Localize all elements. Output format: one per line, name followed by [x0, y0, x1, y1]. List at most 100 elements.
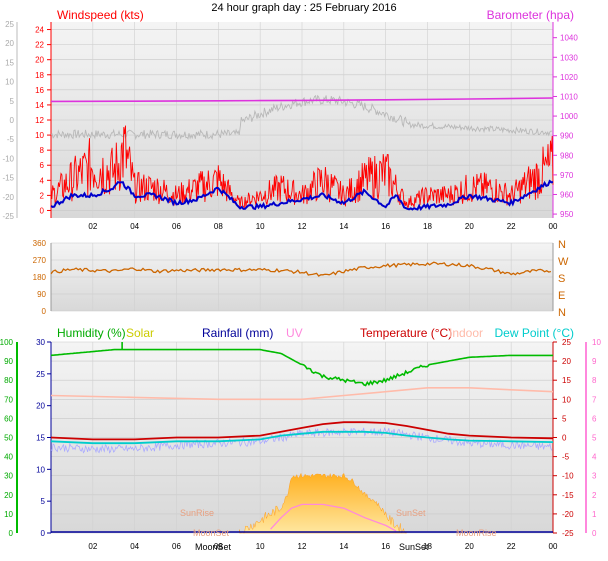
humidity-tick-label: 10 [4, 510, 13, 519]
humidity-tick-label: 80 [4, 376, 13, 385]
temperature-tick-label: 5 [562, 414, 567, 423]
rainfall-tick-label: 10 [36, 465, 45, 474]
moonset-annotation: MoonSet [193, 528, 230, 538]
moonset-axis-label: MoonSet [195, 542, 232, 552]
sunset-annotation: SunSet [396, 508, 426, 518]
direction-tick-label: 0 [42, 307, 47, 316]
temperature-tick-label: 25 [562, 338, 571, 347]
windspeed-tick-label: 0 [40, 206, 45, 215]
barometer-tick-label: 950 [560, 210, 574, 219]
temperature-tick-label: 10 [562, 395, 571, 404]
outer-tick-label: -5 [7, 135, 15, 144]
compass-label: N [558, 307, 566, 319]
uv-tick-label: 5 [592, 434, 597, 443]
hour-tick-label: 20 [465, 542, 474, 551]
windspeed-legend: Windspeed (kts) [57, 8, 144, 22]
uv-tick-label: 8 [592, 376, 597, 385]
hour-tick-label: 14 [339, 542, 348, 551]
pressure-trend-line [50, 94, 553, 141]
outer-tick-label: -25 [2, 212, 14, 221]
hour-tick-label: 00 [549, 542, 558, 551]
humidity-legend: Humidity (%) [57, 326, 126, 340]
humidity-tick-label: 40 [4, 453, 13, 462]
uv-tick-label: 9 [592, 357, 597, 366]
hour-tick-label: 08 [214, 542, 223, 551]
hour-tick-label: 08 [214, 222, 223, 231]
hour-tick-label: 18 [423, 542, 432, 551]
outer-tick-label: -20 [2, 193, 14, 202]
windspeed-tick-label: 20 [35, 56, 44, 65]
humidity-tick-label: 90 [4, 357, 13, 366]
direction-tick-label: 360 [33, 239, 47, 248]
uv-tick-label: 0 [592, 529, 597, 538]
windspeed-tick-label: 14 [35, 101, 44, 110]
compass-label: N [558, 239, 566, 251]
uv-tick-label: 10 [592, 338, 601, 347]
rainfall-legend: Rainfall (mm) [202, 326, 273, 340]
outer-tick-label: 0 [10, 116, 15, 125]
outer-tick-label: 20 [5, 39, 14, 48]
hour-tick-label: 02 [88, 222, 97, 231]
temperature-tick-label: 0 [562, 434, 567, 443]
chart-title: 24 hour graph day : 25 February 2016 [211, 2, 396, 14]
outer-tick-label: 25 [5, 20, 14, 29]
hour-tick-label: 04 [130, 222, 139, 231]
windspeed-tick-label: 24 [35, 26, 44, 35]
temperature-tick-label: -15 [562, 491, 574, 500]
outer-tick-label: 10 [5, 78, 14, 87]
windspeed-tick-label: 18 [35, 71, 44, 80]
barometer-tick-label: 1020 [560, 73, 578, 82]
temperature-legend: Temperature (°C) [360, 326, 452, 340]
sunset-axis-label: SunSet [399, 542, 429, 552]
indoor-legend: Indoor [449, 326, 483, 340]
direction-tick-label: 180 [33, 273, 47, 282]
hour-tick-label: 06 [172, 542, 181, 551]
barometer-tick-label: 960 [560, 190, 574, 199]
uv-tick-label: 2 [592, 491, 597, 500]
uv-tick-label: 7 [592, 395, 597, 404]
solar-legend: Solar [126, 326, 154, 340]
dewpoint-legend: Dew Point (°C) [495, 326, 574, 340]
temperature-tick-label: -5 [562, 453, 570, 462]
hour-tick-label: 16 [381, 222, 390, 231]
hour-tick-label: 20 [465, 222, 474, 231]
uv-legend: UV [286, 326, 303, 340]
hour-tick-label: 10 [256, 222, 265, 231]
hour-tick-label: 12 [298, 542, 307, 551]
humidity-tick-label: 30 [4, 472, 13, 481]
wind-average-line [50, 179, 554, 211]
humidity-tick-label: 0 [9, 529, 14, 538]
humidity-tick-label: 60 [4, 414, 13, 423]
hour-tick-label: 14 [339, 222, 348, 231]
humidity-tick-label: 20 [4, 491, 13, 500]
humidity-tick-label: 70 [4, 395, 13, 404]
outer-tick-label: -10 [2, 154, 14, 163]
indoor-line [50, 387, 554, 401]
barometer-tick-label: 1000 [560, 112, 578, 121]
windspeed-tick-label: 10 [35, 131, 44, 140]
rainfall-tick-label: 30 [36, 338, 45, 347]
uv-tick-label: 3 [592, 472, 597, 481]
barometer-legend: Barometer (hpa) [487, 8, 574, 22]
uv-tick-label: 1 [592, 510, 597, 519]
hour-tick-label: 00 [549, 222, 558, 231]
rainfall-tick-label: 0 [41, 529, 46, 538]
barometer-tick-label: 970 [560, 171, 574, 180]
direction-tick-label: 270 [33, 256, 47, 265]
direction-tick-label: 90 [37, 290, 46, 299]
compass-label: S [558, 273, 565, 285]
barometer-tick-label: 990 [560, 132, 574, 141]
windspeed-tick-label: 8 [40, 146, 45, 155]
hour-tick-label: 02 [88, 542, 97, 551]
hour-tick-label: 10 [256, 542, 265, 551]
compass-label: W [558, 256, 569, 268]
wind-direction-line [50, 261, 552, 277]
temperature-tick-label: -10 [562, 472, 574, 481]
temperature-tick-label: -25 [562, 529, 574, 538]
sunrise-annotation: SunRise [180, 508, 214, 518]
humidity-line [50, 348, 553, 387]
hour-tick-label: 12 [298, 222, 307, 231]
temperature-tick-label: -20 [562, 510, 574, 519]
windspeed-tick-label: 4 [40, 176, 45, 185]
